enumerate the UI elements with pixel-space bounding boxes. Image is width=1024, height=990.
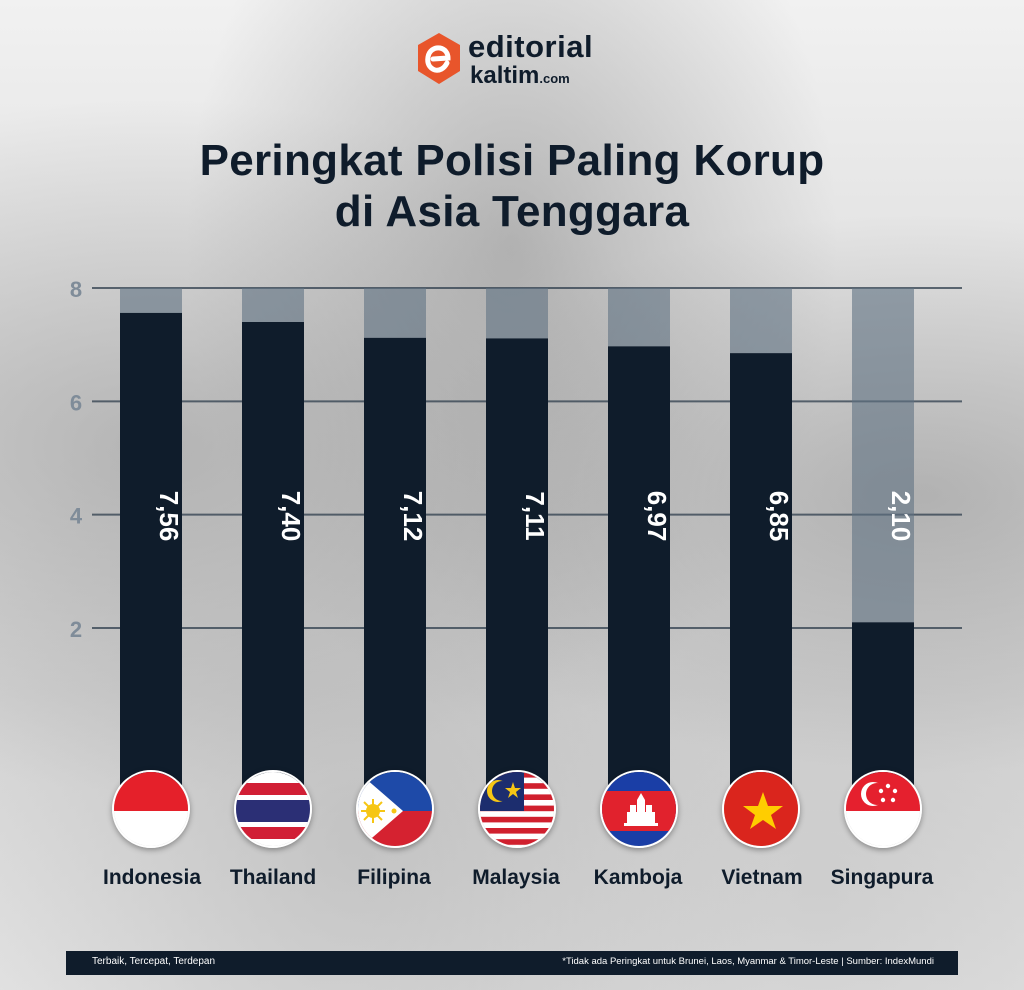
editorial-logo-icon xyxy=(418,33,460,84)
thailand-flag-icon xyxy=(234,770,312,848)
y-tick-label: 6 xyxy=(70,390,82,415)
y-tick-label: 2 xyxy=(70,617,82,642)
country-label: Malaysia xyxy=(472,866,560,889)
brand-logo: editorial kaltim.com xyxy=(414,28,624,94)
footer-tagline: Terbaik, Tercepat, Terdepan xyxy=(92,956,216,967)
brand-domain: .com xyxy=(539,71,570,86)
bar xyxy=(120,312,182,785)
philippines-flag-icon xyxy=(356,770,434,848)
country-label: Filipina xyxy=(357,866,431,889)
bar xyxy=(242,322,304,785)
bar-value-label: 7,11 xyxy=(520,491,550,540)
bar xyxy=(364,337,426,785)
vietnam-flag-icon xyxy=(722,770,800,848)
bar xyxy=(730,353,792,785)
country-label: Kamboja xyxy=(593,866,683,889)
indonesia-flag-icon xyxy=(112,770,190,848)
bar-value-label: 7,56 xyxy=(154,491,184,542)
chart-title-line2: di Asia Tenggara xyxy=(334,187,690,236)
bar-value-label: 7,12 xyxy=(398,491,428,542)
country-label: Thailand xyxy=(229,866,317,889)
bar-value-label: 2,10 xyxy=(886,491,916,542)
bar xyxy=(486,338,548,785)
y-tick-label: 8 xyxy=(70,277,82,302)
chart-title-line1: Peringkat Polisi Paling Korup xyxy=(199,136,825,185)
cambodia-flag-icon xyxy=(600,770,678,848)
brand-name-kaltim: kaltim xyxy=(470,62,540,89)
y-tick-label: 4 xyxy=(70,504,83,529)
country-label: Indonesia xyxy=(102,866,202,889)
bar xyxy=(608,346,670,785)
malaysia-flag-icon xyxy=(478,770,556,848)
country-label: Vietnam xyxy=(721,866,803,889)
footer-source-note: *Tidak ada Peringkat untuk Brunei, Laos,… xyxy=(562,956,934,967)
bar xyxy=(852,622,914,785)
brand-name-line2: kaltim.com xyxy=(470,62,570,93)
bar-value-label: 6,85 xyxy=(764,491,794,542)
country-label: Singapura xyxy=(830,866,934,889)
bar-value-label: 7,40 xyxy=(276,491,306,542)
bar-value-label: 6,97 xyxy=(642,491,672,542)
brand-name-line1: editorial xyxy=(468,29,594,64)
footer-bar: Terbaik, Tercepat, Terdepan *Tidak ada P… xyxy=(66,951,958,975)
singapore-flag-icon xyxy=(844,770,922,848)
